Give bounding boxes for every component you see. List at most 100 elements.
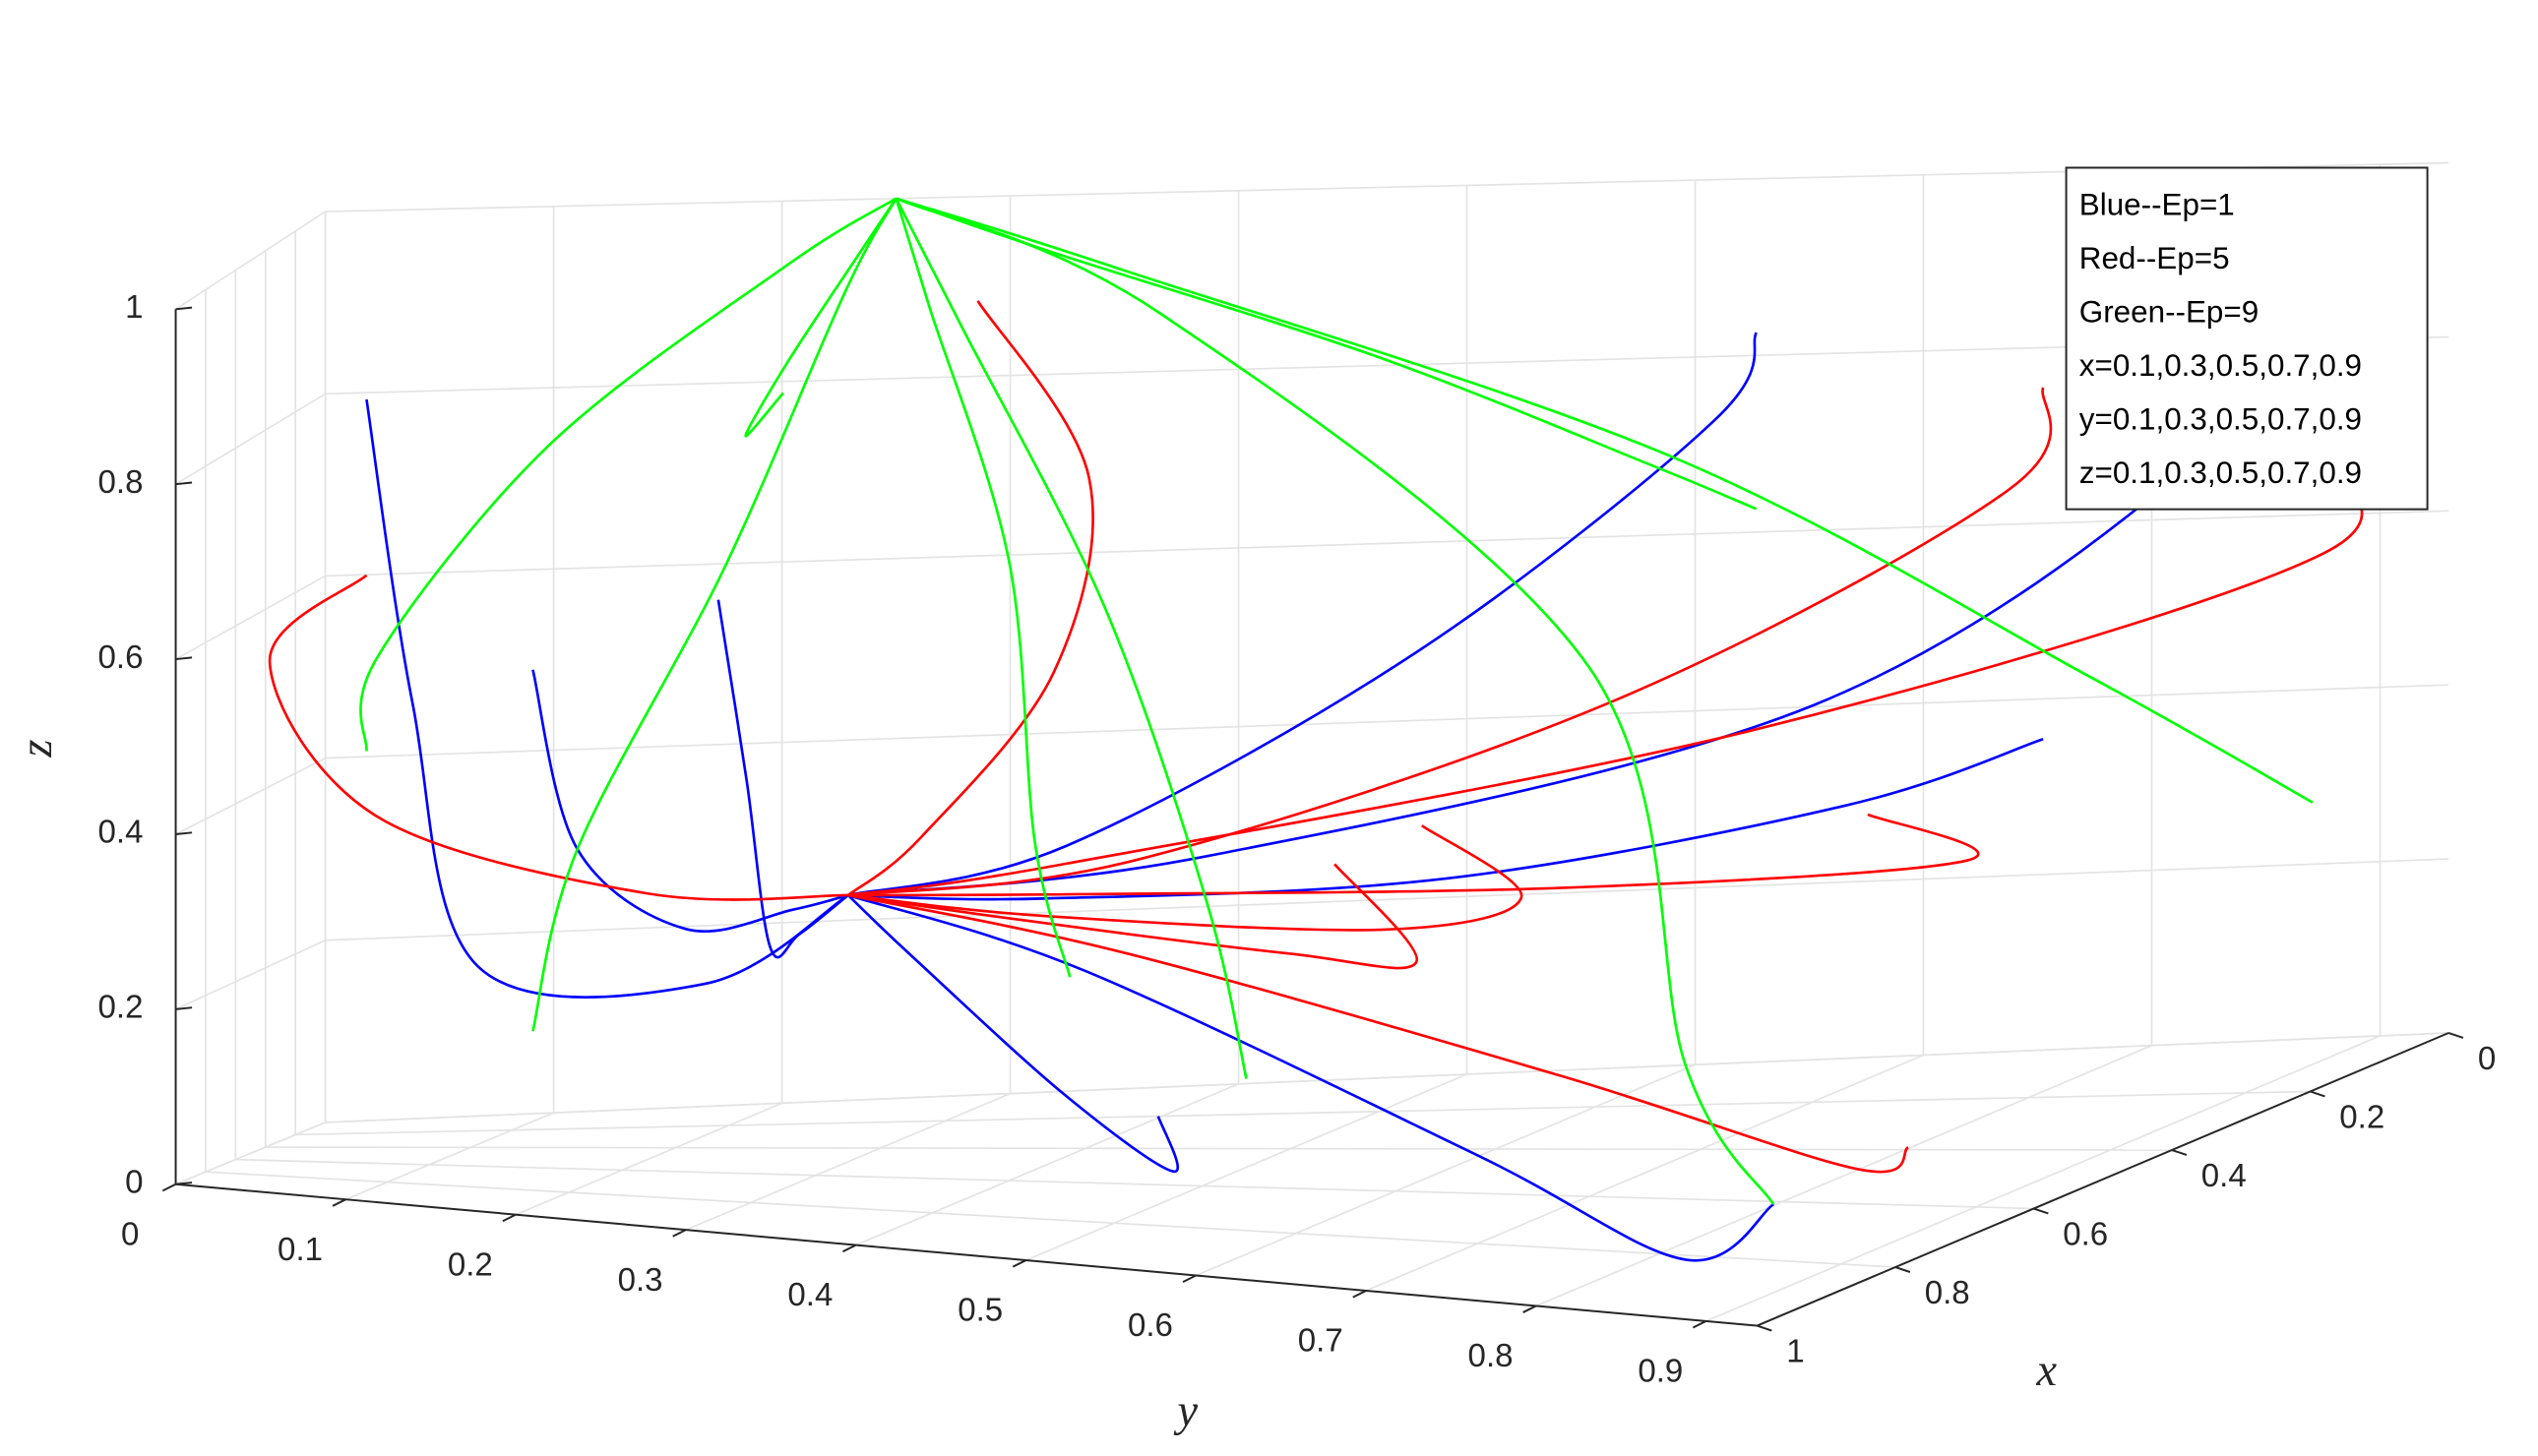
z-tick (175, 1182, 193, 1185)
grid-line (515, 1102, 782, 1216)
y-tick-label: 0.7 (1298, 1323, 1343, 1360)
legend-entry: Red--Ep=5 (2079, 241, 2230, 275)
trajectory (847, 813, 1980, 897)
grid-line (175, 393, 327, 485)
z-tick-label: 0.2 (98, 990, 144, 1026)
y-tick (842, 1244, 857, 1253)
x-tick (2447, 1032, 2464, 1039)
trajectory (847, 893, 1774, 1262)
z-tick-label: 0 (125, 1164, 143, 1200)
grid-line (685, 1092, 1011, 1231)
y-tick (1012, 1259, 1026, 1268)
trajectory (846, 300, 1094, 896)
annotation: x=0.1,0.3,0.5,0.7,0.9 (2079, 348, 2362, 383)
y-tick (161, 1183, 176, 1192)
tick-labels: 0 0.2 0.4 0.6 0.8 1 0 0.1 0.2 0.3 0.4 0.5 0.6 0.7 0.8 0… (98, 289, 2497, 1390)
x-tick (1757, 1324, 1772, 1332)
annotation: y=0.1,0.3,0.5,0.7,0.9 (2079, 402, 2362, 437)
y-tick (1522, 1304, 1537, 1313)
grid-line (295, 1090, 2311, 1136)
trajectory (896, 197, 1758, 511)
grid-line (1365, 1054, 1924, 1292)
y-tick-label: 0.3 (618, 1262, 663, 1299)
grid-line (345, 1112, 554, 1200)
trajectory (847, 332, 1758, 897)
y-tick-label: 0.9 (1638, 1354, 1683, 1390)
trajectory (359, 197, 898, 752)
grid-line (1705, 1035, 2381, 1322)
legend-entry: Green--Ep=9 (2079, 295, 2259, 330)
z-tick (175, 1006, 193, 1010)
annotation: z=0.1,0.3,0.5,0.7,0.9 (2079, 455, 2362, 490)
grid-line (175, 575, 327, 660)
z-axis-title: z (12, 740, 62, 758)
x-tick-label: 0.8 (1925, 1275, 1970, 1311)
y-tick (332, 1198, 346, 1207)
z-tick-label: 0.4 (98, 815, 144, 851)
grid-line (175, 211, 327, 310)
grid-line (175, 1122, 326, 1185)
legend-box (2065, 166, 2429, 511)
x-tick (2171, 1149, 2188, 1156)
trajectory (847, 737, 2044, 901)
x-tick-label: 0.4 (2201, 1158, 2247, 1194)
x-tick (1894, 1266, 1911, 1273)
trajectory (744, 197, 898, 438)
trajectory (716, 599, 849, 959)
y-tick-label: 0.1 (278, 1232, 323, 1268)
trajectory (847, 387, 2053, 897)
grid-line (325, 858, 2449, 941)
y-axis-title: y (1174, 1386, 1199, 1436)
legend-entry: Blue--Ep=1 (2079, 187, 2235, 221)
y-axis-line (175, 1183, 1758, 1327)
grid-line (205, 1171, 1896, 1268)
trajectory (846, 893, 1180, 1173)
trajectory (847, 863, 1418, 970)
y-tick (1352, 1290, 1367, 1299)
z-tick-label: 0.8 (98, 464, 144, 501)
trajectory (895, 198, 1248, 1079)
trajectory (895, 198, 1072, 978)
legend: Blue--Ep=1 Red--Ep=5 Green--Ep=9 x=0.1,0.3,… (2065, 166, 2429, 511)
z-tick-label: 0.6 (98, 639, 144, 676)
y-tick (1182, 1274, 1197, 1284)
grid-line (1025, 1073, 1467, 1261)
x-tick-label: 0.6 (2063, 1216, 2108, 1252)
trajectory (896, 197, 2314, 804)
y-tick-label: 0.8 (1468, 1338, 1514, 1374)
x-tick (2310, 1090, 2325, 1098)
z-tick (175, 831, 193, 835)
grid-line (325, 684, 2449, 759)
trajectory (847, 453, 2364, 897)
y-tick (1692, 1320, 1707, 1329)
grid-line (855, 1083, 1239, 1246)
grid-line (175, 939, 326, 1010)
grid-line (265, 1146, 2173, 1151)
trajectory (847, 893, 1909, 1174)
x-tick-label: 0 (2478, 1041, 2496, 1077)
y-tick (672, 1229, 687, 1238)
trajectory (365, 398, 849, 1000)
axes (161, 306, 2464, 1332)
z-tick (175, 481, 193, 486)
grid-line (1195, 1063, 1696, 1277)
grid-line (1535, 1044, 2152, 1307)
trajectory (896, 197, 1775, 1205)
trajectory (531, 669, 849, 934)
grid-line (175, 757, 327, 835)
y-tick (502, 1213, 517, 1223)
grid-line (325, 1032, 2449, 1123)
x-tick (2033, 1207, 2049, 1215)
trajectory (268, 574, 848, 901)
y-tick-label: 0 (121, 1216, 139, 1252)
trajectory (531, 198, 898, 1032)
z-tick (175, 306, 193, 311)
x-tick-label: 1 (1786, 1333, 1804, 1369)
z-tick-label: 1 (125, 289, 143, 326)
y-tick-label: 0.5 (958, 1293, 1003, 1329)
y-tick-label: 0.2 (448, 1246, 493, 1283)
x-axis-line (1757, 1032, 2449, 1327)
grid-line (235, 1158, 2034, 1210)
